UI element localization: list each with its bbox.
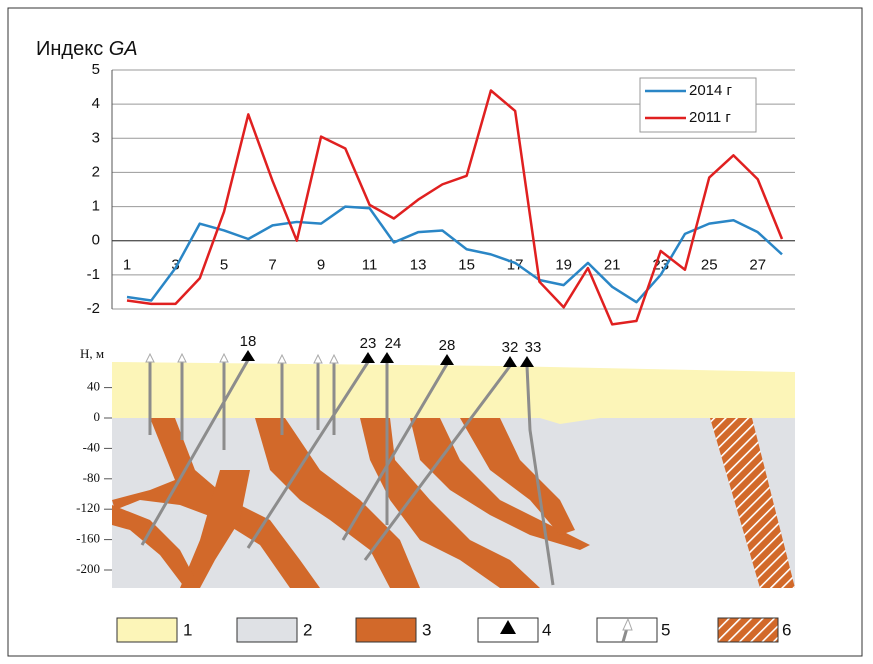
section-tick-label: -40 <box>83 439 100 454</box>
x-tick-label: 21 <box>604 257 621 274</box>
well-head <box>380 352 394 363</box>
title-index: GA <box>109 38 138 60</box>
x-tick-label: 13 <box>410 257 427 274</box>
x-tick-label: 25 <box>701 257 718 274</box>
x-tick-label: 15 <box>458 257 475 274</box>
hatched-body <box>710 418 795 588</box>
well-head <box>520 356 534 367</box>
y-tick-label: 0 <box>92 232 100 249</box>
y-tick-label: 5 <box>92 61 100 78</box>
legend-box <box>639 77 757 133</box>
wells <box>140 359 555 586</box>
x-tick-label: 11 <box>362 257 378 274</box>
well-label: 28 <box>439 337 456 354</box>
y-tick-label: 2 <box>92 163 100 180</box>
legend-label: 2011 г <box>689 109 731 126</box>
section-tick-label: -200 <box>76 561 100 576</box>
well-label: 18 <box>240 333 257 350</box>
section-tick-label: -120 <box>76 500 100 515</box>
shallow-well-heads <box>145 352 339 364</box>
section <box>112 352 795 588</box>
y-tick-label: -1 <box>87 266 100 283</box>
chart-title: Индекс GA <box>36 38 138 60</box>
well-head <box>503 356 517 367</box>
well-label: 32 <box>502 339 519 356</box>
section-axis-label: Н, м <box>80 346 104 361</box>
ore-bodies <box>112 418 590 588</box>
x-tick-label: 9 <box>317 257 325 274</box>
x-tick-label: 1 <box>123 257 131 274</box>
x-tick-label: 3 <box>171 257 179 274</box>
legend-label: 1 <box>183 620 192 639</box>
x-tick-label: 17 <box>507 257 524 274</box>
well-head <box>361 352 375 363</box>
well-head <box>440 354 454 365</box>
y-tick-label: 1 <box>92 198 100 215</box>
x-tick-label: 5 <box>220 257 228 274</box>
x-tick-label: 7 <box>268 257 276 274</box>
legend-label: 4 <box>542 620 551 639</box>
x-tick-label: 19 <box>555 257 572 274</box>
legend-label: 5 <box>661 620 670 639</box>
section-tick-label: -80 <box>83 470 100 485</box>
legend-label: 2014 г <box>689 82 733 99</box>
y-tick-label: 3 <box>92 129 100 146</box>
legend-label: 2 <box>303 620 312 639</box>
cover-layer <box>112 362 795 424</box>
section-tick-label: -160 <box>76 531 100 546</box>
series-line <box>126 205 783 304</box>
well-head <box>241 350 255 361</box>
series-line <box>126 89 784 326</box>
well-label: 24 <box>385 335 402 352</box>
section-tick-label: 0 <box>94 409 101 424</box>
x-tick-label: 27 <box>749 257 766 274</box>
section-legend <box>116 617 779 643</box>
section-tick-label: 40 <box>87 379 100 394</box>
title-text: Индекс <box>36 38 103 60</box>
well-label: 23 <box>360 335 377 352</box>
y-tick-label: -2 <box>87 300 100 317</box>
legend-label: 6 <box>782 620 791 639</box>
y-tick-label: 4 <box>92 95 100 112</box>
well-label: 33 <box>525 339 542 356</box>
legend-label: 3 <box>422 620 431 639</box>
